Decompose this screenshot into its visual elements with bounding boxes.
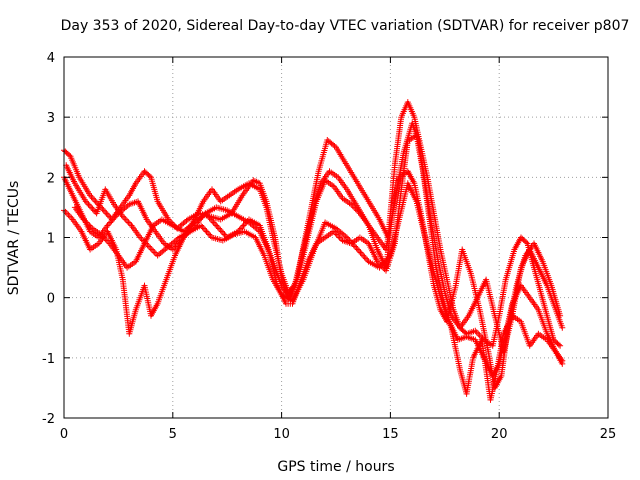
axis-ticks: 0 5 10 15 20 25 -2 -1 0 1 2 3 4 — [42, 51, 616, 442]
x-tick-label: 10 — [273, 427, 290, 442]
y-tick-label: 1 — [47, 232, 55, 247]
y-tick-label: 0 — [47, 292, 55, 307]
plus-markers — [63, 162, 566, 403]
x-tick-label: 20 — [491, 427, 508, 442]
x-tick-label: 5 — [169, 427, 177, 442]
y-tick-label: 3 — [47, 111, 55, 126]
y-tick-label: -1 — [42, 352, 55, 367]
y-tick-label: 2 — [47, 171, 55, 186]
x-tick-label: 0 — [60, 427, 68, 442]
y-tick-label: 4 — [47, 51, 55, 66]
y-tick-label: -2 — [42, 412, 55, 427]
series-trace-5 — [63, 162, 566, 403]
data-layer — [61, 99, 566, 403]
chart-title: Day 353 of 2020, Sidereal Day-to-day VTE… — [61, 18, 630, 34]
x-axis-label: GPS time / hours — [277, 459, 394, 475]
series-trace-4 — [71, 120, 566, 355]
x-tick-label: 15 — [382, 427, 399, 442]
plus-markers — [71, 120, 566, 355]
x-tick-label: 25 — [600, 427, 617, 442]
grid — [64, 57, 608, 418]
y-axis-label: SDTVAR / TECUs — [6, 181, 22, 296]
